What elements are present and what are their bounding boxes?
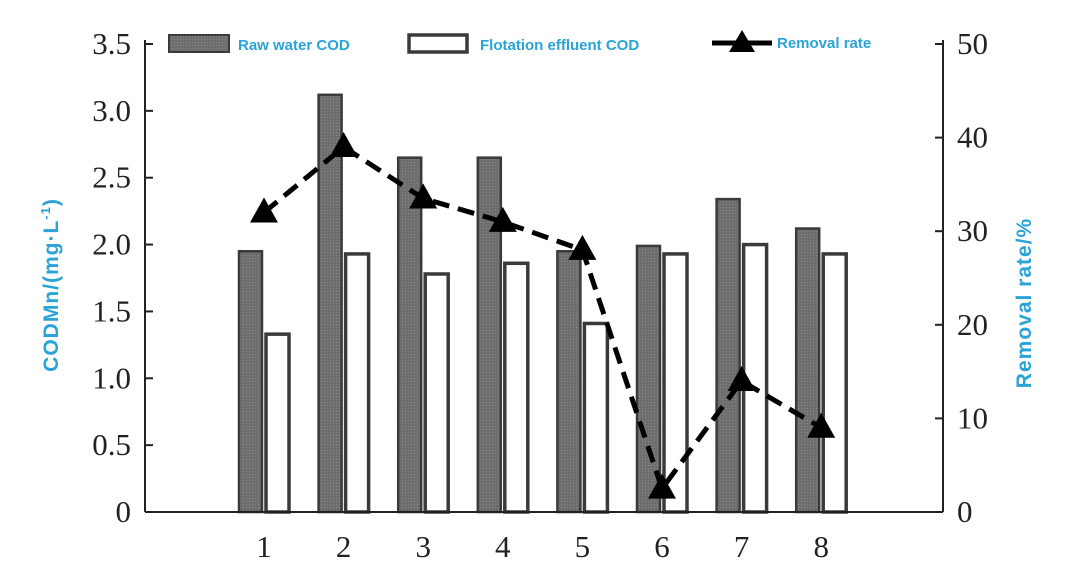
raw-water-cod-bar (396, 156, 423, 514)
removal-rate-marker (250, 197, 278, 223)
right-y-tick-label: 50 (957, 26, 988, 61)
removal-rate-marker (568, 234, 597, 260)
right-y-tick-label: 20 (957, 307, 988, 342)
flotation-effluent-cod-bar (503, 261, 530, 514)
x-tick-label: 7 (734, 529, 750, 564)
left-y-tick-label: 1.0 (92, 360, 131, 395)
removal-rate-marker (727, 365, 756, 391)
x-tick-label: 6 (654, 529, 670, 564)
left-y-tick-label: 2.0 (92, 227, 131, 262)
right-y-tick-label: 10 (957, 400, 988, 435)
legend-swatch-raw-water-cod (168, 34, 230, 53)
legend: Raw water COD Flotation effluent COD Remov… (168, 30, 871, 54)
right-y-tick-label: 40 (957, 120, 988, 155)
raw-water-cod-bar (794, 227, 821, 514)
legend-swatch-flotation-effluent-cod (407, 33, 469, 54)
raw-water-cod-bar (556, 250, 582, 514)
removal-rate-marker (329, 131, 358, 157)
flotation-effluent-cod-bar (582, 321, 610, 514)
left-y-tick-label: 2.5 (92, 160, 131, 195)
legend-label-removal-rate: Removal rate (777, 35, 871, 52)
removal-rate-line (262, 143, 823, 494)
right-y-tick-label: 30 (957, 213, 988, 248)
x-tick-label: 8 (813, 529, 829, 564)
left-y-tick-label: 1.5 (92, 293, 131, 328)
raw-water-cod-bar (476, 156, 503, 514)
x-tick-label: 1 (256, 529, 272, 564)
left-y-axis-title-main: CODMn/(mg·L (40, 220, 63, 372)
removal-rate-line-layer (250, 131, 836, 499)
removal-rate-marker (488, 206, 517, 232)
axis-titles: CODMn/(mg·L-1) Removal rate/% (38, 198, 1036, 388)
flotation-effluent-cod-bar (343, 252, 371, 514)
flotation-effluent-cod-bar (264, 332, 291, 514)
x-tick-label: 5 (575, 529, 591, 564)
removal-rate-marker (409, 183, 438, 209)
left-y-axis-title: CODMn/(mg·L-1) (38, 198, 63, 372)
left-y-tick-label: 0.5 (92, 427, 131, 462)
legend-label-raw-water-cod: Raw water COD (238, 37, 350, 54)
removal-rate-marker (648, 473, 676, 499)
left-y-tick-label: 0 (116, 494, 132, 529)
x-tick-label: 3 (415, 529, 431, 564)
raw-water-cod-bar (715, 197, 741, 514)
removal-rate-marker (807, 412, 836, 438)
legend-swatch-removal-rate-marker (729, 30, 755, 52)
x-tick-label: 4 (495, 529, 511, 564)
flotation-effluent-cod-bar (821, 252, 848, 514)
left-y-tick-label: 3.0 (92, 93, 131, 128)
left-y-axis-title-superscript: -1 (38, 206, 53, 220)
flotation-effluent-cod-bar (423, 272, 450, 514)
x-tick-label: 2 (336, 529, 352, 564)
raw-water-cod-bar (237, 250, 264, 514)
axes-layer: 0 0.5 1.0 1.5 2.0 2.5 3.0 3.5 0 10 20 30 40 50 1 2 3 4 5 6 7… (92, 26, 988, 564)
left-y-tick-label: 3.5 (92, 26, 131, 61)
right-y-tick-label: 0 (957, 494, 973, 529)
right-y-axis-title: Removal rate/% (1013, 218, 1036, 388)
legend-label-flotation-effluent-cod: Flotation effluent COD (480, 37, 639, 54)
left-y-axis-title-close: ) (40, 198, 63, 206)
